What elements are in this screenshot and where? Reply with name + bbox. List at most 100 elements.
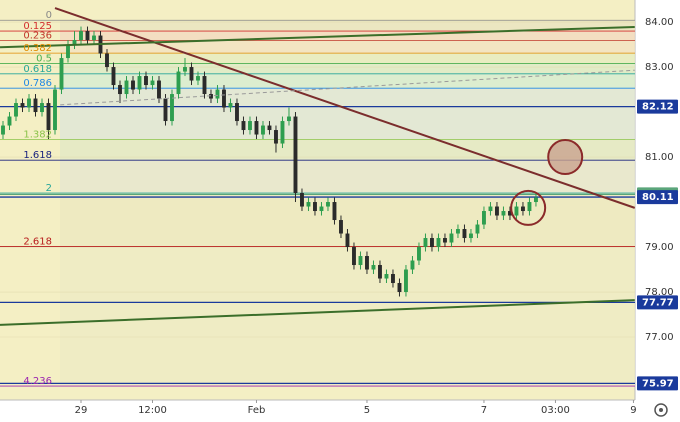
- candle-body: [423, 238, 428, 248]
- candle-body: [345, 233, 350, 248]
- candle-body: [436, 238, 441, 248]
- price-tag: [637, 190, 678, 205]
- trend-line: [0, 25, 635, 49]
- candle-body: [235, 103, 239, 122]
- highlight-circle: [547, 139, 584, 176]
- fib-label: 4.236: [23, 376, 52, 387]
- grid: [0, 21, 635, 403]
- candle-body: [183, 67, 187, 72]
- fib-label: 0: [46, 10, 52, 21]
- candle-body: [72, 40, 77, 45]
- candle-body: [79, 31, 83, 41]
- fib-label: 0.618: [23, 64, 52, 75]
- y-tick-label: 77.00: [645, 332, 674, 343]
- fib-label: 0.236: [23, 30, 52, 41]
- y-tick-label: 79.00: [645, 242, 674, 253]
- candle-body: [319, 206, 324, 212]
- candle-body: [209, 94, 213, 99]
- fib-band: [60, 40, 635, 54]
- candle-body: [196, 76, 200, 81]
- fib-label: 1.618: [23, 150, 52, 161]
- fib-band: [60, 160, 635, 194]
- candle-body: [53, 89, 57, 131]
- candle-body: [313, 202, 317, 212]
- y-tick-label: 78.00: [645, 287, 674, 298]
- candle-body: [92, 35, 96, 41]
- candle-body: [1, 125, 5, 135]
- candle-body: [215, 89, 220, 99]
- trend-line: [0, 299, 635, 326]
- price-tag: [637, 99, 678, 114]
- y-tick-label: 83.00: [645, 62, 674, 73]
- fib-band: [60, 88, 635, 140]
- fib-band: [60, 63, 635, 74]
- y-tick-label: 81.00: [645, 152, 674, 163]
- candle-body: [521, 206, 525, 212]
- candle-body: [514, 206, 519, 216]
- price-tag-label: 77.77: [642, 297, 674, 308]
- candle-body: [287, 116, 291, 122]
- candle-body: [358, 256, 363, 266]
- y-tick-label: 84.00: [645, 17, 674, 28]
- settings-icon[interactable]: [654, 403, 668, 417]
- trend-line: [54, 7, 636, 209]
- candle-body: [274, 130, 278, 144]
- candle-body: [163, 98, 168, 122]
- candle-body: [33, 98, 38, 113]
- settings-icon-dot: [659, 408, 663, 412]
- candle-body: [118, 85, 122, 95]
- fib-band: [60, 246, 635, 387]
- candle-body: [157, 80, 161, 99]
- candle-body: [462, 229, 467, 239]
- candle-body: [391, 274, 395, 284]
- candle-body: [40, 103, 44, 113]
- candle-body: [300, 193, 304, 207]
- x-tick-label: 12:00: [138, 405, 167, 416]
- candle-body: [14, 103, 18, 117]
- candle-body: [189, 67, 194, 81]
- candle-body: [85, 31, 90, 41]
- candle-body: [410, 260, 415, 270]
- candle-body: [397, 283, 402, 293]
- candle-body: [280, 121, 285, 144]
- candle-body: [501, 211, 506, 216]
- price-axis: [635, 0, 680, 422]
- candle-body: [430, 238, 434, 248]
- candle-body: [202, 76, 207, 95]
- candle-body: [404, 269, 408, 293]
- candle-body: [339, 220, 343, 234]
- candle-body: [20, 103, 25, 108]
- x-tick-label: Feb: [248, 405, 266, 416]
- candle-body: [475, 224, 480, 234]
- candle-body: [144, 76, 148, 86]
- x-tick-label: 9: [630, 405, 636, 416]
- candle-body: [241, 121, 246, 131]
- candle-body: [332, 202, 337, 221]
- time-axis: [0, 400, 680, 422]
- candle-body: [508, 211, 512, 216]
- candle-body: [469, 233, 473, 239]
- candle-body: [46, 103, 51, 131]
- candle-body: [378, 265, 382, 279]
- fib-label: 2: [46, 183, 52, 194]
- x-tick-label: 29: [75, 405, 88, 416]
- candle-body: [371, 265, 376, 270]
- price-tag-label: 75.97: [642, 378, 674, 389]
- candle-body: [254, 121, 259, 135]
- drawings: [0, 7, 636, 326]
- candle-body: [482, 211, 486, 225]
- candle-body: [384, 274, 389, 279]
- fib-label: 1.382: [23, 129, 52, 140]
- candle-body: [456, 229, 460, 234]
- candle-body: [267, 125, 272, 131]
- candle-body: [176, 71, 181, 95]
- candle-body: [495, 206, 499, 216]
- candle-body: [111, 67, 116, 86]
- candle-body: [417, 247, 421, 261]
- candle-body: [326, 202, 330, 207]
- candle-body: [248, 121, 252, 131]
- candle-body: [306, 202, 311, 207]
- fib-label: 0.5: [36, 53, 52, 64]
- candle-body: [293, 116, 298, 194]
